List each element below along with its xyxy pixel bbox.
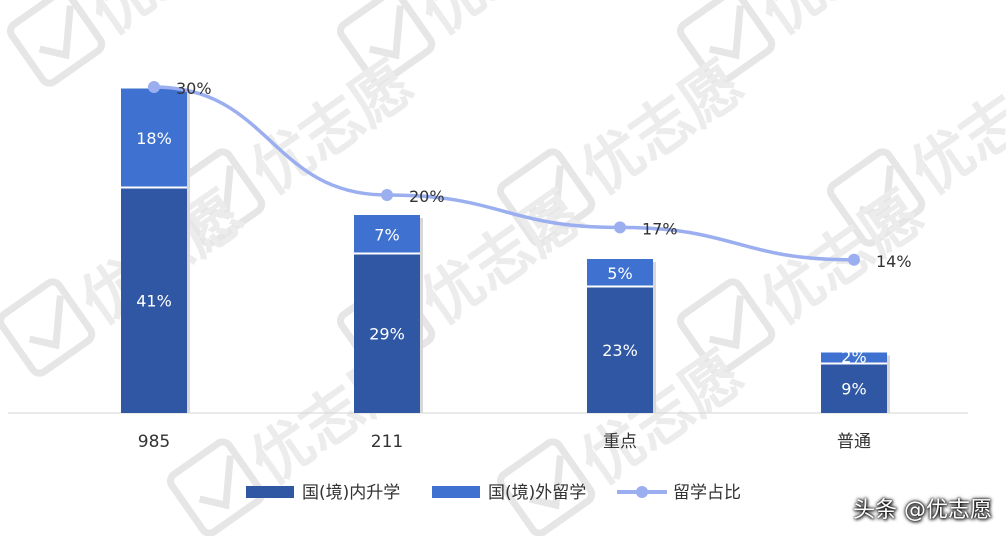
watermark-brand: 优志愿	[409, 0, 597, 49]
legend-swatch	[432, 486, 480, 498]
line-label: 17%	[642, 219, 678, 238]
category-label: 985	[138, 432, 170, 452]
watermark-mark: 优志愿	[6, 0, 267, 87]
line-label: 20%	[409, 187, 445, 206]
bar-label-domestic: 41%	[136, 291, 172, 310]
legend-item: 国(境)外留学	[432, 483, 586, 503]
watermark-brand: 优志愿	[569, 48, 757, 209]
bar-label-domestic: 9%	[841, 379, 866, 398]
line-point	[614, 221, 626, 234]
legend: 国(境)内升学 国(境)外留学 留学占比	[246, 483, 741, 503]
legend-item: 留学占比	[617, 483, 741, 503]
watermark-brand: 优志愿	[749, 0, 937, 49]
bar-label-overseas: 5%	[607, 264, 632, 283]
legend-label: 国(境)外留学	[488, 483, 586, 503]
category-label: 211	[371, 432, 403, 452]
legend-item: 国(境)内升学	[246, 483, 400, 503]
watermark-brand: 优志愿	[899, 48, 1006, 209]
bar-overseas-重点	[587, 259, 653, 287]
bar-domestic-普通	[821, 363, 887, 413]
legend-swatch	[246, 486, 294, 498]
bar-label-domestic: 29%	[369, 324, 405, 343]
line-label: 14%	[876, 252, 912, 271]
line-point	[848, 253, 860, 266]
line-path	[153, 85, 855, 262]
watermark-caption: 头条 @优志愿	[853, 498, 992, 523]
bar-overseas-985	[121, 88, 187, 188]
bar-overseas-普通	[821, 352, 887, 364]
bar-label-domestic: 23%	[602, 341, 638, 360]
category-label: 重点	[603, 432, 637, 452]
bars-group: 41% 18% 29% 7% 23% 5% 9% 2%	[121, 88, 890, 413]
bar-domestic-211	[354, 253, 420, 413]
category-label: 普通	[837, 432, 871, 452]
legend-marker	[636, 486, 648, 498]
watermark-brand: 优志愿	[79, 0, 267, 49]
legend-label: 留学占比	[673, 483, 741, 503]
line-point	[148, 81, 160, 93]
line-point	[381, 189, 393, 201]
line-label: 30%	[176, 79, 212, 98]
bar-label-overseas: 7%	[374, 225, 399, 244]
bar-overseas-211	[354, 215, 420, 254]
legend-label: 国(境)内升学	[302, 483, 400, 503]
line-series-group: 30% 20% 17% 14%	[148, 79, 912, 271]
bar-label-overseas: 2%	[841, 348, 866, 367]
bar-domestic-985	[121, 187, 187, 413]
bar-label-overseas: 18%	[136, 129, 172, 148]
bar-domestic-重点	[587, 286, 653, 413]
category-labels: 985 211 重点 普通	[138, 432, 871, 452]
